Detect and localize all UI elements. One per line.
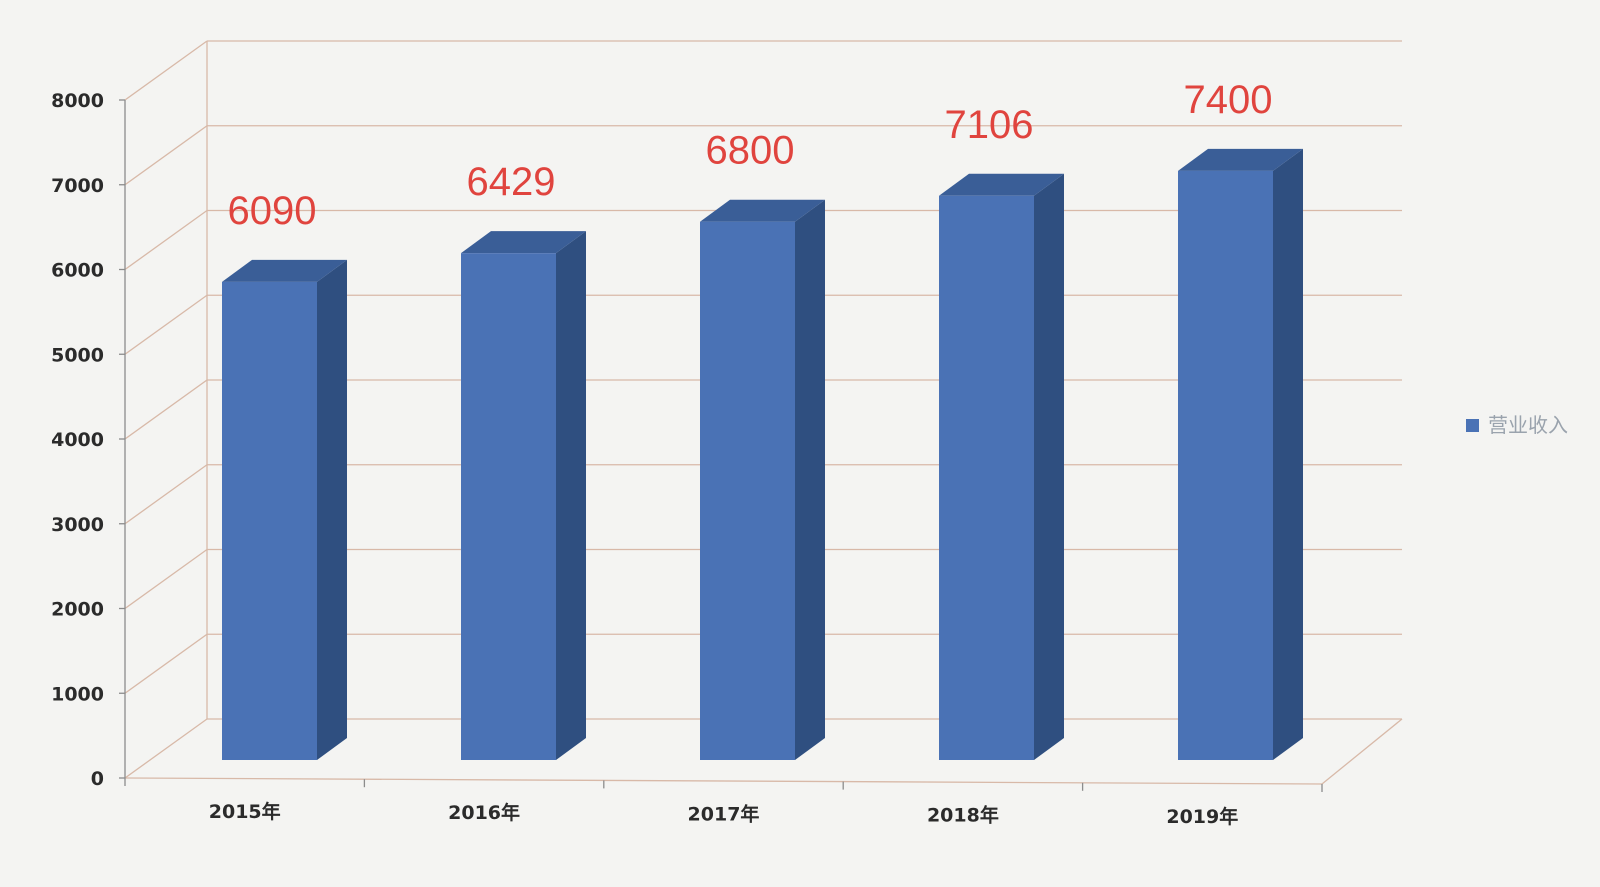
floor-right-edge <box>1321 718 1403 785</box>
gridline-side <box>124 379 208 440</box>
bar-front <box>222 281 317 760</box>
gridline-side <box>124 125 208 186</box>
bar-side <box>1273 148 1303 761</box>
y-tick-label: 6000 <box>51 260 104 282</box>
bars <box>222 148 1303 761</box>
bar-1 <box>461 231 586 761</box>
data-label: 7106 <box>945 103 1034 147</box>
gridline-side <box>124 464 208 525</box>
y-tick-label: 3000 <box>51 514 104 536</box>
y-tick-label: 2000 <box>51 599 104 621</box>
bar-side <box>1034 173 1064 761</box>
legend-label-series-0: 营业收入 <box>1488 413 1568 437</box>
bar-front <box>939 195 1034 761</box>
data-label: 6429 <box>467 160 556 204</box>
y-tick-label: 4000 <box>51 429 104 451</box>
gridline-side <box>124 40 208 101</box>
bar-top <box>222 259 347 282</box>
gridline-side <box>124 633 208 694</box>
bar-front <box>461 253 556 760</box>
bar-side <box>795 199 825 760</box>
x-tick-label: 2015年 <box>209 800 281 823</box>
bar-side <box>556 231 586 761</box>
bar-3 <box>939 173 1064 761</box>
bar-4 <box>1178 148 1303 761</box>
bar-2 <box>700 199 825 760</box>
x-tick-label: 2018年 <box>927 804 999 827</box>
bar-top <box>1178 148 1303 171</box>
bar-top <box>461 231 586 254</box>
x-tick-label: 2019年 <box>1166 805 1238 828</box>
floor-front-edge <box>124 777 1323 785</box>
bar-top <box>700 199 825 222</box>
y-tick-label: 8000 <box>51 90 104 112</box>
legend-marker <box>1466 419 1479 432</box>
x-tick-label: 2017年 <box>688 802 760 825</box>
data-label: 6800 <box>706 129 795 173</box>
bar-0 <box>222 259 347 760</box>
y-tick-label: 0 <box>91 768 104 790</box>
bar-front <box>700 221 795 760</box>
y-tick-label: 1000 <box>51 683 104 705</box>
data-labels: 6090 6429 6800 7106 7400 <box>228 78 1273 233</box>
x-tick-label: 2016年 <box>448 801 520 824</box>
bar-front <box>1178 170 1273 761</box>
bar-side <box>317 259 347 760</box>
data-label: 6090 <box>228 189 317 233</box>
gridline-side <box>124 548 208 610</box>
bar-top <box>939 173 1064 196</box>
y-tick-label: 5000 <box>51 344 104 366</box>
axes: 0 1000 2000 3000 4000 5000 6000 7000 8000 2015年 20… <box>51 90 1323 828</box>
data-label: 7400 <box>1184 78 1273 122</box>
legend: 营业收入 <box>1466 413 1568 437</box>
gridline-side <box>124 718 208 779</box>
gridline-side <box>124 209 208 271</box>
y-tick-label: 7000 <box>51 175 104 197</box>
gridline-side <box>124 294 208 355</box>
